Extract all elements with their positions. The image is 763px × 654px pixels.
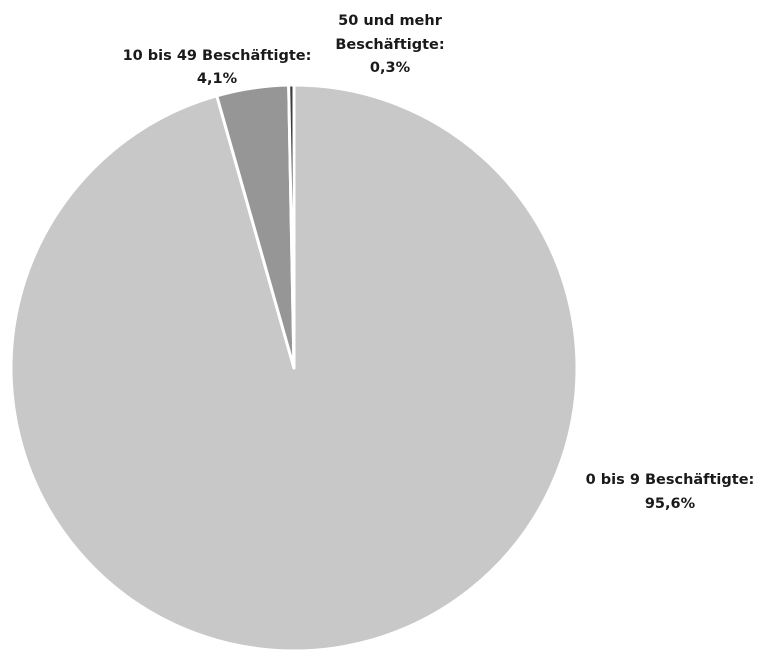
slice-label-group-10-bis-49: 10 bis 49 Beschäftigte: 4,1% <box>123 48 312 87</box>
slice-value-0-bis-9: 95,6% <box>645 496 696 512</box>
slice-value-50-und-mehr: 0,3% <box>370 60 411 76</box>
slice-label-50-und-mehr-line2: Beschäftigte: <box>335 37 444 53</box>
slice-label-0-bis-9: 0 bis 9 Beschäftigte: <box>586 472 755 488</box>
slice-value-10-bis-49: 4,1% <box>197 71 238 87</box>
slice-label-50-und-mehr-line1: 50 und mehr <box>338 13 443 29</box>
pie-slices <box>9 83 579 653</box>
slice-label-10-bis-49: 10 bis 49 Beschäftigte: <box>123 48 312 64</box>
slice-label-group-0-bis-9: 0 bis 9 Beschäftigte: 95,6% <box>586 472 755 512</box>
slice-label-group-50-und-mehr: 50 und mehr Beschäftigte: 0,3% <box>335 13 444 76</box>
pie-slice-50-und-mehr <box>287 83 296 370</box>
